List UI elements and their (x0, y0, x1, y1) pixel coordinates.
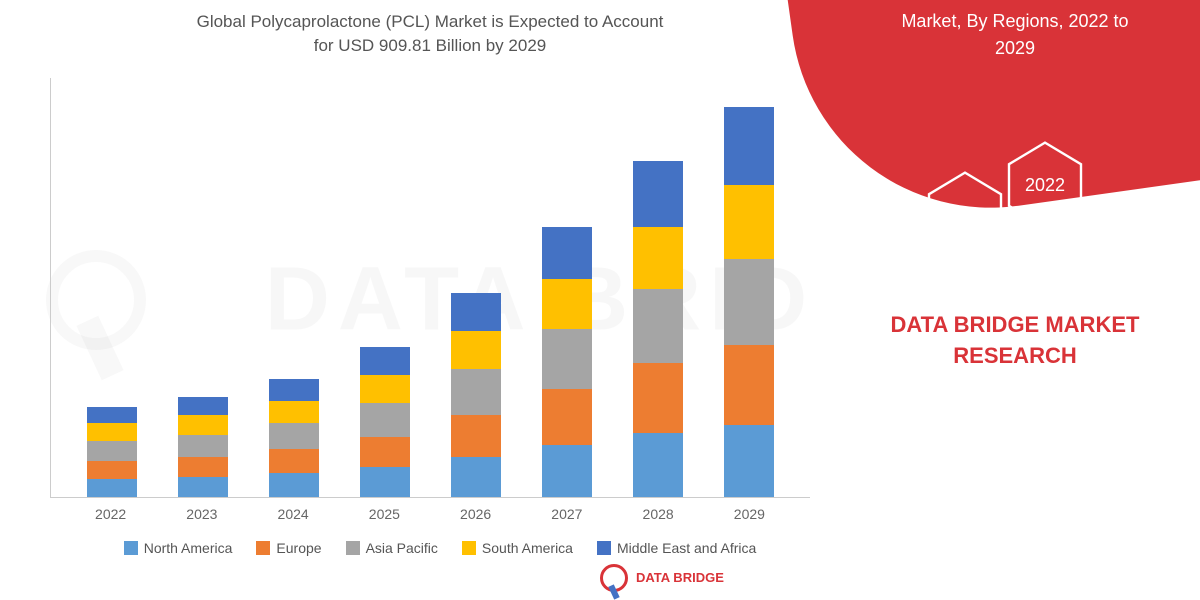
chart-title-line2: for USD 909.81 Billion by 2029 (314, 36, 546, 55)
legend-swatch (346, 541, 360, 555)
bar-segment (269, 401, 319, 423)
x-axis-label: 2022 (86, 506, 136, 522)
right-title-line2: 2029 (995, 38, 1035, 58)
bar-segment (87, 423, 137, 441)
bar-segment (451, 331, 501, 369)
legend-item: Asia Pacific (346, 540, 438, 556)
legend-label: South America (482, 540, 573, 556)
x-axis-label: 2027 (542, 506, 592, 522)
bars-wrapper (51, 78, 810, 497)
hexagon-2022: 2022 (1005, 140, 1085, 230)
legend-swatch (256, 541, 270, 555)
bar-segment (360, 437, 410, 467)
legend-item: Middle East and Africa (597, 540, 756, 556)
bar-segment (87, 407, 137, 423)
bar-segment (360, 467, 410, 497)
hex1-label: 2029 (945, 205, 985, 226)
brand-line2: RESEARCH (953, 343, 1076, 368)
bar-group (178, 397, 228, 497)
bar-segment (178, 397, 228, 415)
right-title-line1: Market, By Regions, 2022 to (901, 11, 1128, 31)
chart-title-line1: Global Polycaprolactone (PCL) Market is … (197, 12, 664, 31)
bar-segment (451, 293, 501, 331)
bar-group (451, 293, 501, 497)
bar-segment (633, 433, 683, 497)
bar-segment (87, 479, 137, 497)
bar-group (724, 107, 774, 497)
bar-segment (633, 161, 683, 227)
x-axis-label: 2024 (268, 506, 318, 522)
x-axis-label: 2023 (177, 506, 227, 522)
legend-item: Europe (256, 540, 321, 556)
legend-label: Asia Pacific (366, 540, 438, 556)
right-panel: Market, By Regions, 2022 to 2029 2029 20… (830, 0, 1200, 600)
bar-group (633, 161, 683, 497)
bar-segment (724, 425, 774, 497)
chart-plot (50, 78, 810, 498)
chart-title: Global Polycaprolactone (PCL) Market is … (30, 10, 830, 78)
bar-segment (633, 363, 683, 433)
bar-segment (724, 259, 774, 345)
bar-segment (451, 457, 501, 497)
legend-swatch (597, 541, 611, 555)
bar-segment (269, 423, 319, 449)
footer-logo-icon (600, 564, 628, 592)
bar-segment (178, 477, 228, 497)
bar-segment (360, 375, 410, 403)
bar-segment (451, 369, 501, 415)
bar-segment (542, 389, 592, 445)
x-axis-label: 2025 (359, 506, 409, 522)
bar-segment (178, 435, 228, 457)
bar-segment (360, 347, 410, 375)
brand-line1: DATA BRIDGE MARKET (891, 312, 1140, 337)
bar-segment (178, 457, 228, 477)
x-axis-label: 2029 (724, 506, 774, 522)
bar-segment (451, 415, 501, 457)
chart-legend: North America Europe Asia Pacific South Ame… (50, 540, 830, 556)
bar-segment (633, 289, 683, 363)
bar-segment (633, 227, 683, 289)
legend-label: North America (144, 540, 233, 556)
brand-text: DATA BRIDGE MARKET RESEARCH (870, 310, 1160, 372)
legend-item: North America (124, 540, 233, 556)
bar-segment (724, 185, 774, 259)
bar-segment (269, 379, 319, 401)
bar-segment (360, 403, 410, 437)
bar-segment (269, 473, 319, 497)
hexagon-2029: 2029 (925, 170, 1005, 260)
x-axis-labels: 2022 2023 2024 2025 2026 2027 2028 2029 (50, 498, 810, 522)
bar-segment (542, 227, 592, 279)
bar-group (360, 347, 410, 497)
chart-container: Global Polycaprolactone (PCL) Market is … (30, 10, 830, 580)
bar-segment (542, 329, 592, 389)
bar-segment (87, 461, 137, 479)
bar-segment (542, 279, 592, 329)
legend-label: Middle East and Africa (617, 540, 756, 556)
bar-segment (178, 415, 228, 435)
x-axis-label: 2028 (633, 506, 683, 522)
legend-swatch (462, 541, 476, 555)
legend-item: South America (462, 540, 573, 556)
footer-logo: DATA BRIDGE (600, 564, 724, 592)
bar-segment (724, 345, 774, 425)
footer-logo-text: DATA BRIDGE (636, 571, 724, 585)
bar-segment (269, 449, 319, 473)
hex2-label: 2022 (1025, 175, 1065, 196)
bar-group (542, 227, 592, 497)
x-axis-label: 2026 (451, 506, 501, 522)
bar-segment (542, 445, 592, 497)
legend-label: Europe (276, 540, 321, 556)
bar-segment (724, 107, 774, 185)
bar-group (87, 407, 137, 497)
bar-segment (87, 441, 137, 461)
bar-group (269, 379, 319, 497)
legend-swatch (124, 541, 138, 555)
right-title: Market, By Regions, 2022 to 2029 (860, 8, 1170, 62)
